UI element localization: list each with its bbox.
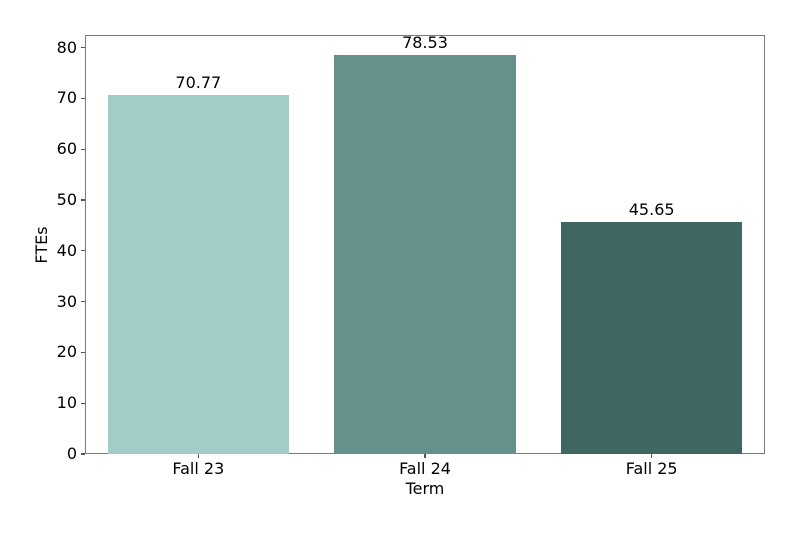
y-axis-label: FTEs bbox=[32, 225, 51, 264]
y-tick-mark bbox=[81, 402, 85, 404]
bar-fall-25 bbox=[561, 222, 743, 454]
bar-fall-24 bbox=[334, 55, 516, 454]
bar-value-label: 70.77 bbox=[175, 72, 222, 92]
y-tick-label: 30 bbox=[56, 291, 77, 311]
y-tick-mark bbox=[81, 453, 85, 455]
y-tick-label: 10 bbox=[56, 393, 77, 413]
y-tick-label: 60 bbox=[56, 139, 77, 159]
x-tick-label: Fall 23 bbox=[172, 459, 225, 478]
x-axis-label: Term bbox=[405, 479, 445, 498]
y-tick-mark bbox=[81, 250, 85, 252]
x-tick-mark bbox=[651, 454, 653, 458]
y-tick-label: 70 bbox=[56, 88, 77, 108]
bar-value-label: 78.53 bbox=[402, 33, 448, 53]
y-tick-mark bbox=[81, 199, 85, 201]
y-tick-label: 50 bbox=[56, 190, 77, 210]
y-tick-mark bbox=[81, 97, 85, 100]
bar-value-label: 45.65 bbox=[628, 200, 675, 220]
bar-fall-23 bbox=[107, 94, 289, 454]
x-tick-mark bbox=[197, 454, 199, 458]
x-tick-label: Fall 24 bbox=[399, 459, 451, 478]
y-tick-mark bbox=[81, 148, 85, 150]
y-tick-label: 40 bbox=[56, 240, 77, 260]
y-tick-mark bbox=[81, 301, 85, 303]
x-tick-mark bbox=[424, 454, 426, 458]
y-tick-mark bbox=[81, 351, 85, 353]
y-tick-label: 20 bbox=[56, 342, 77, 362]
x-tick-label: Fall 25 bbox=[625, 459, 678, 478]
y-tick-label: 80 bbox=[56, 37, 77, 57]
y-tick-label: 0 bbox=[66, 444, 77, 463]
y-tick-mark bbox=[81, 47, 85, 49]
